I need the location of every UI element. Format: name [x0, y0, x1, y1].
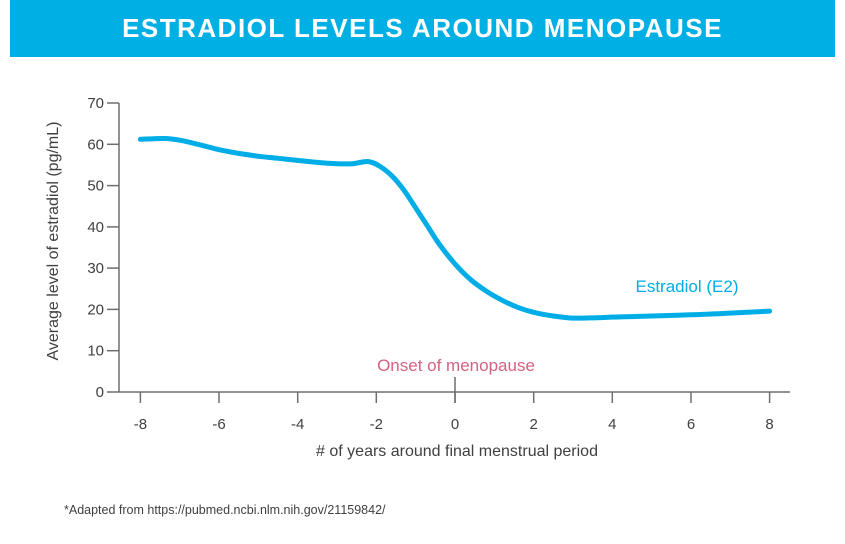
y-tick-label: 40 — [87, 219, 104, 236]
y-tick-label: 10 — [87, 343, 104, 360]
y-tick-label: 0 — [96, 384, 104, 401]
y-tick-label: 30 — [87, 260, 104, 277]
x-tick-label: 4 — [608, 416, 616, 433]
estradiol-curve — [137, 135, 773, 321]
y-axis-title: Average level of estradiol (pg/mL) — [45, 122, 62, 361]
y-tick-label: 20 — [87, 301, 104, 318]
attribution-note: *Adapted from https://pubmed.ncbi.nlm.ni… — [64, 503, 386, 517]
header-banner: ESTRADIOL LEVELS AROUND MENOPAUSE — [10, 0, 835, 57]
y-tick-label: 60 — [87, 136, 104, 153]
y-tick-marks — [107, 102, 119, 393]
x-tick-label: -4 — [291, 416, 304, 433]
x-tick-label: 8 — [765, 416, 773, 433]
x-axis-title: # of years around final menstrual period — [316, 443, 598, 460]
y-tick-label: 50 — [87, 178, 104, 195]
x-tick-labels: -8 -6 -4 -2 0 2 4 6 8 — [134, 416, 774, 433]
x-tick-label: -6 — [212, 416, 225, 433]
y-tick-labels: 0 10 20 30 40 50 60 70 — [87, 95, 104, 401]
page-title: ESTRADIOL LEVELS AROUND MENOPAUSE — [122, 13, 723, 43]
x-tick-label: -8 — [134, 416, 147, 433]
x-tick-label: 0 — [451, 416, 459, 433]
onset-of-menopause-label: Onset of menopause — [377, 356, 535, 375]
series-label-estradiol: Estradiol (E2) — [636, 277, 739, 296]
x-tick-label: 2 — [530, 416, 538, 433]
x-tick-label: 6 — [687, 416, 695, 433]
y-tick-label: 70 — [87, 95, 104, 112]
x-tick-label: -2 — [370, 416, 383, 433]
